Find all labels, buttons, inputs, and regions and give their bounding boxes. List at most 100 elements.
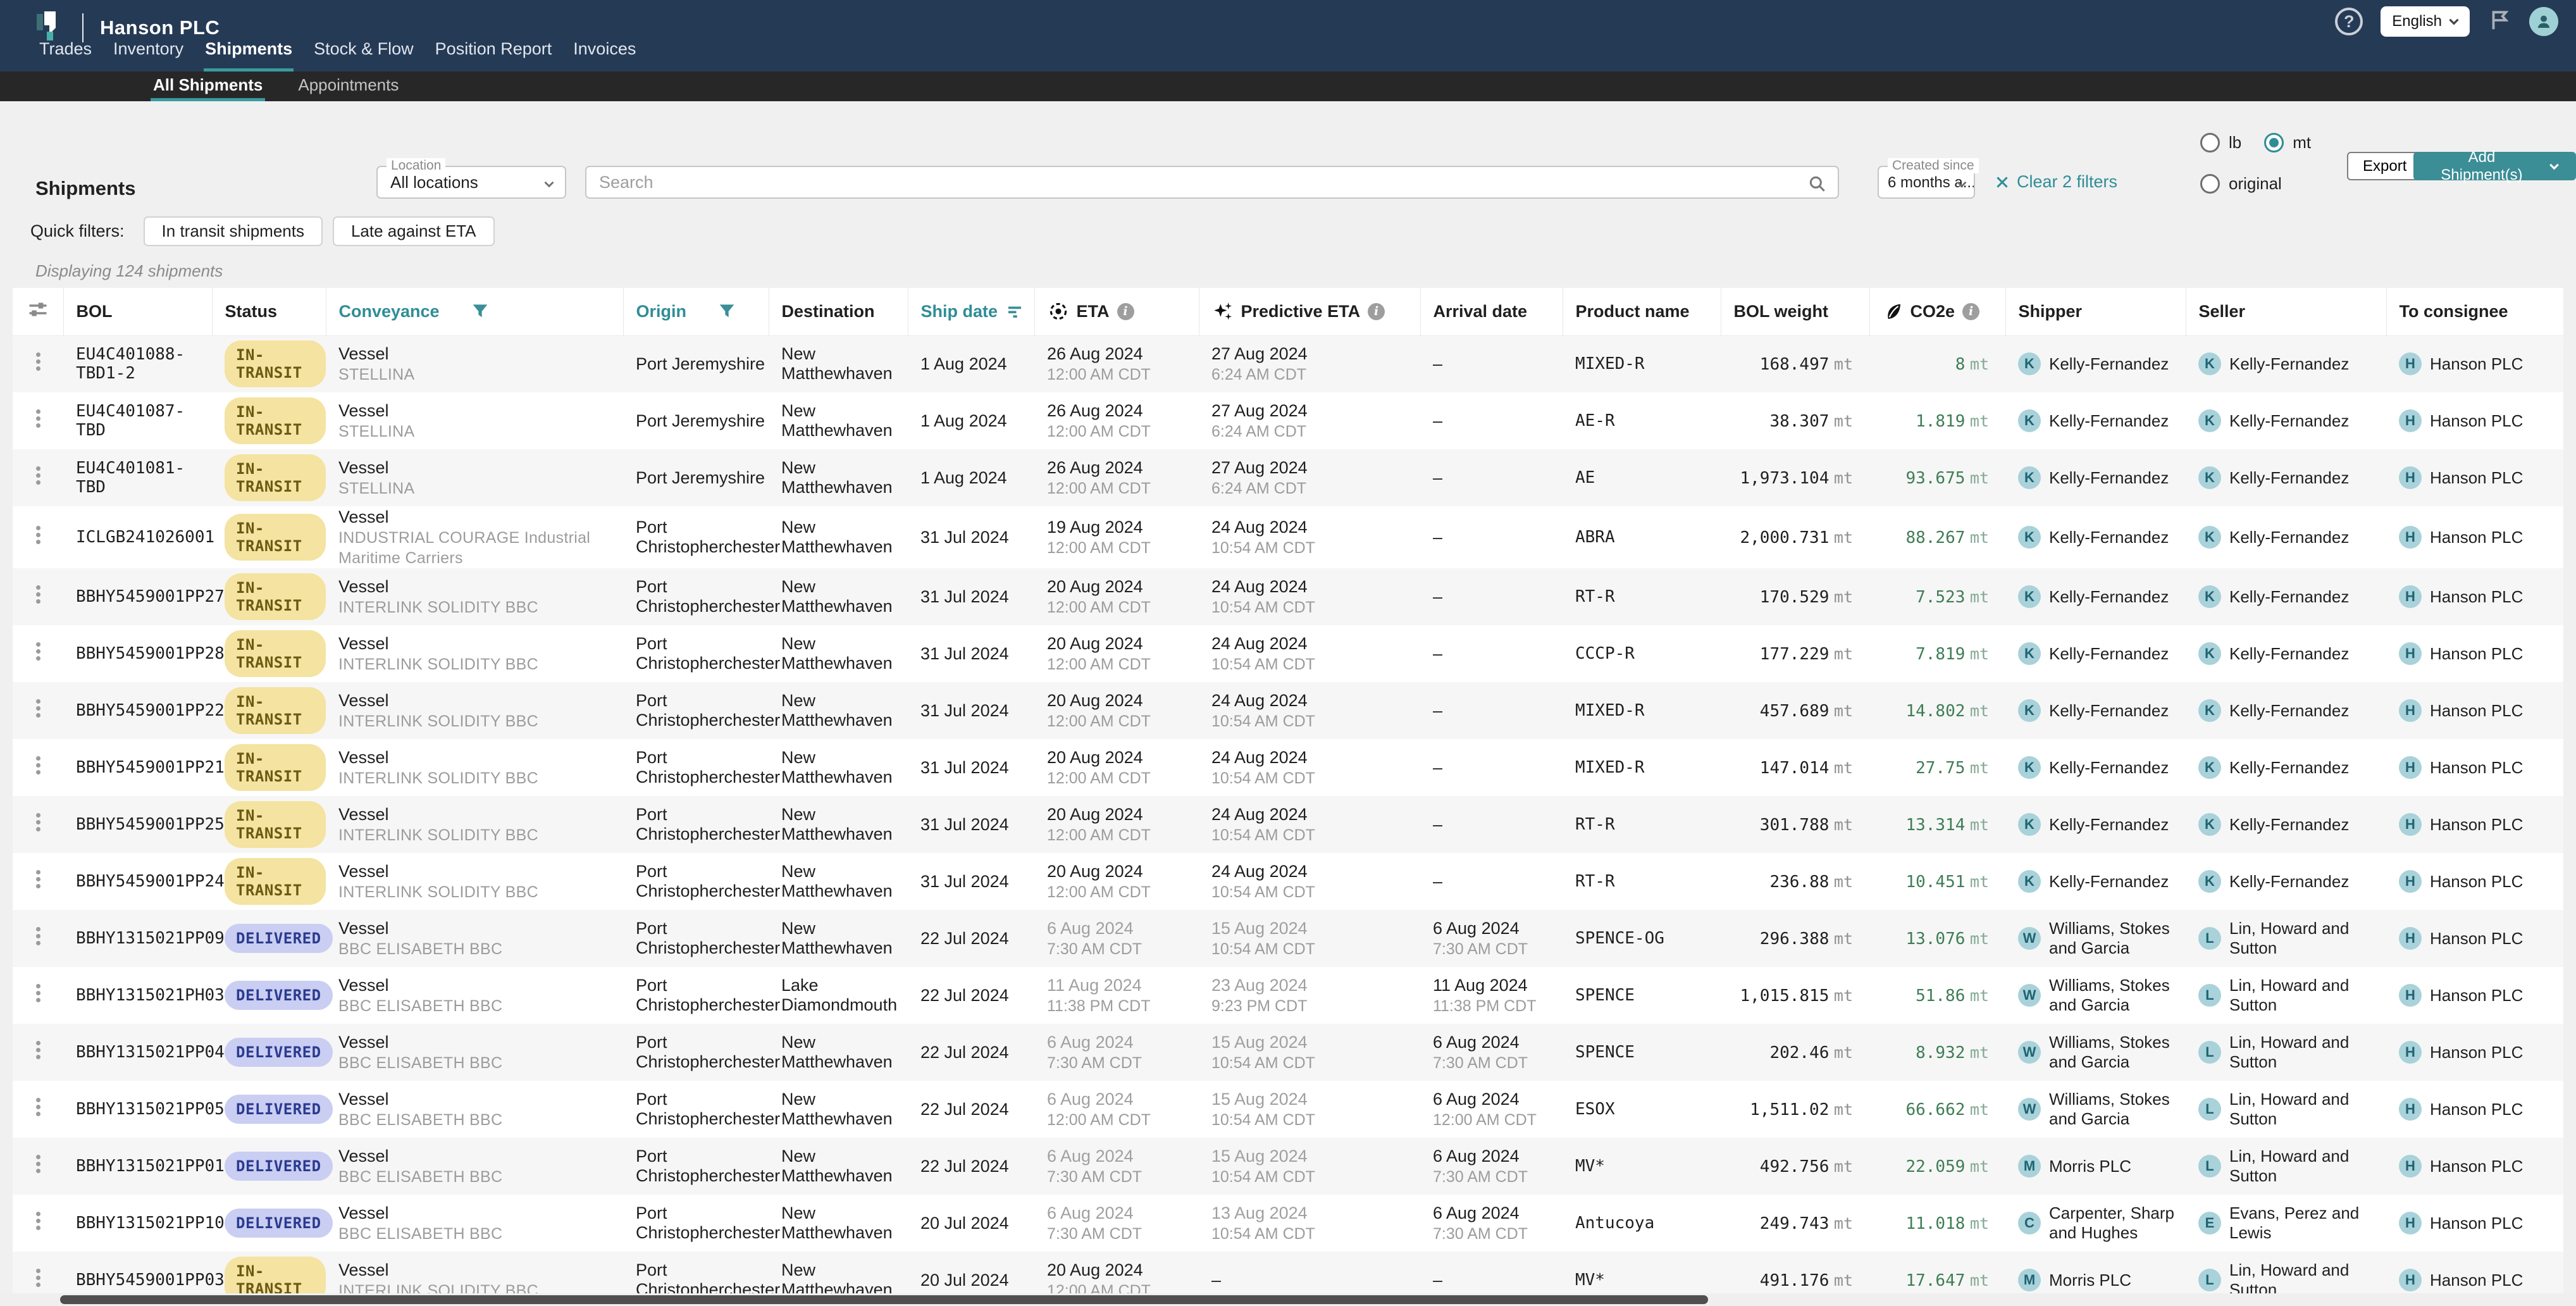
filter-icon[interactable] bbox=[470, 301, 490, 321]
eta-cell: 26 Aug 2024 12:00 AM CDT bbox=[1047, 458, 1151, 497]
unit-radio-original[interactable] bbox=[2200, 174, 2220, 194]
column-settings-header[interactable] bbox=[13, 288, 64, 336]
tab-all-shipments[interactable]: All Shipments bbox=[151, 72, 266, 101]
table-row[interactable]: BBHY5459001PP22 IN-TRANSIT Vessel INTERL… bbox=[13, 682, 2563, 739]
row-menu-icon[interactable] bbox=[32, 579, 44, 610]
table-row[interactable]: BBHY5459001PP27 IN-TRANSIT Vessel INTERL… bbox=[13, 568, 2563, 625]
nav-item-shipments[interactable]: Shipments bbox=[204, 39, 294, 72]
avatar: H bbox=[2399, 699, 2422, 722]
column-header-status[interactable]: Status bbox=[212, 288, 326, 336]
avatar: K bbox=[2198, 699, 2221, 722]
row-menu-icon[interactable] bbox=[32, 519, 44, 550]
avatar: K bbox=[2198, 756, 2221, 779]
column-header-eta[interactable]: ETA bbox=[1034, 288, 1199, 336]
column-header-product-name[interactable]: Product name bbox=[1563, 288, 1721, 336]
avatar: K bbox=[2198, 409, 2221, 432]
export-button[interactable]: Export bbox=[2347, 152, 2423, 180]
row-menu-icon[interactable] bbox=[32, 807, 44, 838]
help-icon[interactable]: ? bbox=[2335, 8, 2363, 35]
destination-cell: New Matthewhaven bbox=[781, 1147, 893, 1185]
info-icon[interactable] bbox=[1117, 302, 1134, 320]
nav-item-invoices[interactable]: Invoices bbox=[573, 39, 636, 58]
horizontal-scrollbar[interactable] bbox=[0, 1293, 2576, 1306]
table-row[interactable]: BBHY1315021PP01 DELIVERED Vessel BBC ELI… bbox=[13, 1138, 2563, 1195]
search-input[interactable] bbox=[586, 167, 1793, 197]
table-row[interactable]: EU4C401088-TBD1-2 IN-TRANSIT Vessel STEL… bbox=[13, 335, 2563, 392]
table-row[interactable]: BBHY1315021PP09 DELIVERED Vessel BBC ELI… bbox=[13, 910, 2563, 967]
row-menu-icon[interactable] bbox=[32, 750, 44, 781]
info-icon[interactable] bbox=[1962, 302, 1980, 320]
info-icon[interactable] bbox=[1368, 302, 1385, 320]
status-badge: IN-TRANSIT bbox=[225, 514, 326, 561]
avatar: H bbox=[2399, 526, 2422, 549]
row-menu-icon[interactable] bbox=[32, 921, 44, 952]
unit-radio-mt[interactable] bbox=[2264, 133, 2284, 152]
row-menu-icon[interactable] bbox=[32, 346, 44, 377]
sort-icon[interactable] bbox=[1005, 302, 1024, 321]
nav-item-stock-flow[interactable]: Stock & Flow bbox=[314, 39, 414, 58]
table-row[interactable]: BBHY1315021PH03 DELIVERED Vessel BBC ELI… bbox=[13, 967, 2563, 1024]
row-menu-cell bbox=[13, 1081, 63, 1138]
table-row[interactable]: BBHY1315021PP10 DELIVERED Vessel BBC ELI… bbox=[13, 1195, 2563, 1252]
row-menu-cell bbox=[13, 506, 63, 568]
location-select[interactable]: Location All locations bbox=[376, 158, 566, 199]
table-row[interactable]: ICLGB241026001 IN-TRANSIT Vessel INDUSTR… bbox=[13, 506, 2563, 568]
table-row[interactable]: EU4C401081-TBD IN-TRANSIT Vessel STELLIN… bbox=[13, 449, 2563, 506]
row-menu-icon[interactable] bbox=[32, 978, 44, 1009]
eta-cell: 20 Aug 2024 12:00 AM CDT bbox=[1047, 691, 1151, 730]
column-header-arrival-date[interactable]: Arrival date bbox=[1420, 288, 1563, 336]
row-menu-icon[interactable] bbox=[32, 1262, 44, 1293]
unit-radio-lb[interactable] bbox=[2200, 133, 2220, 152]
avatar: H bbox=[2399, 352, 2422, 376]
language-select[interactable]: English bbox=[2381, 6, 2470, 37]
table-row[interactable]: EU4C401087-TBD IN-TRANSIT Vessel STELLIN… bbox=[13, 392, 2563, 449]
table-row[interactable]: BBHY1315021PP04 DELIVERED Vessel BBC ELI… bbox=[13, 1024, 2563, 1081]
status-cell: IN-TRANSIT bbox=[212, 682, 326, 739]
column-header-bol-weight[interactable]: BOL weight bbox=[1721, 288, 1870, 336]
nav-item-inventory[interactable]: Inventory bbox=[113, 39, 184, 58]
row-menu-icon[interactable] bbox=[32, 403, 44, 434]
table-row[interactable]: BBHY1315021PP05 DELIVERED Vessel BBC ELI… bbox=[13, 1081, 2563, 1138]
add-shipments-button[interactable]: Add Shipment(s) bbox=[2413, 149, 2576, 183]
column-header-to-consignee[interactable]: To consignee bbox=[2386, 288, 2563, 336]
scrollbar-thumb[interactable] bbox=[60, 1295, 1708, 1304]
clear-filters-button[interactable]: Clear 2 filters bbox=[1994, 172, 2117, 192]
row-menu-icon[interactable] bbox=[32, 864, 44, 895]
quick-filter-in-transit[interactable]: In transit shipments bbox=[143, 216, 323, 246]
column-header-seller[interactable]: Seller bbox=[2186, 288, 2387, 336]
flag-icon[interactable] bbox=[2487, 8, 2511, 35]
column-header-destination[interactable]: Destination bbox=[769, 288, 908, 336]
nav-item-position-report[interactable]: Position Report bbox=[435, 39, 552, 58]
table-row[interactable]: BBHY5459001PP28 IN-TRANSIT Vessel INTERL… bbox=[13, 625, 2563, 682]
table-row[interactable]: BBHY5459001PP21 IN-TRANSIT Vessel INTERL… bbox=[13, 739, 2563, 796]
row-menu-icon[interactable] bbox=[32, 1148, 44, 1179]
created-since-select[interactable]: Created since 6 months a... bbox=[1878, 158, 1979, 199]
tab-appointments[interactable]: Appointments bbox=[298, 75, 399, 94]
column-header-origin[interactable]: Origin bbox=[623, 288, 769, 336]
filter-icon[interactable] bbox=[717, 301, 737, 321]
column-header-co2e[interactable]: CO2e bbox=[1869, 288, 2006, 336]
column-header-predictive-eta[interactable]: Predictive ETA bbox=[1199, 288, 1421, 336]
row-menu-icon[interactable] bbox=[32, 636, 44, 667]
row-menu-icon[interactable] bbox=[32, 1091, 44, 1123]
table-row[interactable]: BBHY5459001PP24 IN-TRANSIT Vessel INTERL… bbox=[13, 853, 2563, 910]
row-menu-icon[interactable] bbox=[32, 693, 44, 724]
origin-cell: Port Christopherchester bbox=[636, 862, 781, 900]
arrival-date-cell: – bbox=[1433, 528, 1443, 547]
row-menu-icon[interactable] bbox=[32, 460, 44, 491]
ship-date-cell: 1 Aug 2024 bbox=[920, 354, 1007, 373]
column-header-conveyance[interactable]: Conveyance bbox=[326, 288, 624, 336]
row-menu-icon[interactable] bbox=[32, 1035, 44, 1066]
predictive-eta-cell: 24 Aug 2024 10:54 AM CDT bbox=[1211, 634, 1315, 673]
row-menu-icon[interactable] bbox=[32, 1205, 44, 1236]
search-icon[interactable] bbox=[1807, 174, 1828, 194]
nav-item-trades[interactable]: Trades bbox=[39, 39, 92, 58]
product-name-cell: MV* bbox=[1575, 1157, 1605, 1176]
column-header-ship-date[interactable]: Ship date bbox=[908, 288, 1035, 336]
table-row[interactable]: BBHY5459001PP25 IN-TRANSIT Vessel INTERL… bbox=[13, 796, 2563, 853]
column-header-bol[interactable]: BOL bbox=[63, 288, 213, 336]
user-avatar[interactable] bbox=[2529, 7, 2558, 36]
quick-filter-late-eta[interactable]: Late against ETA bbox=[332, 216, 495, 246]
eta-cell: 6 Aug 2024 7:30 AM CDT bbox=[1047, 1203, 1142, 1243]
column-header-shipper[interactable]: Shipper bbox=[2005, 288, 2186, 336]
